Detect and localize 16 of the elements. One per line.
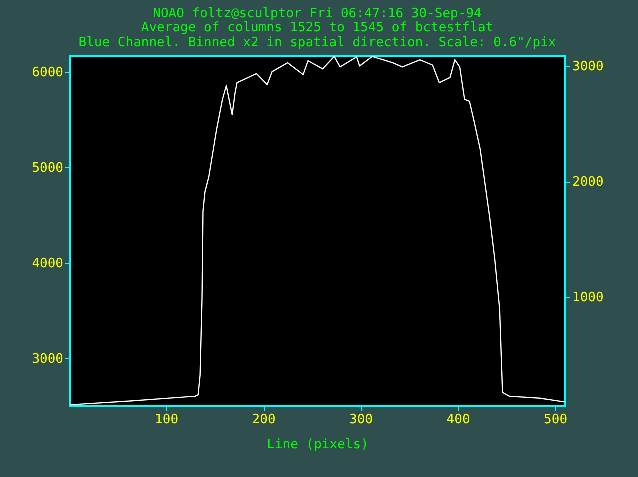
x-tick-label: 400 [446, 412, 470, 428]
y2-tick-label: 1000 [572, 290, 604, 306]
y-tick-label: 4000 [32, 256, 64, 272]
y-tick-label: 5000 [32, 160, 64, 176]
y2-tick-label: 3000 [572, 60, 604, 75]
chart-subtitle: Average of columns 1525 to 1545 of bctestflat [141, 20, 494, 36]
x-tick-label: 300 [350, 412, 374, 428]
x-tick-label: 100 [155, 412, 179, 428]
x-tick-label: 200 [252, 412, 276, 428]
y-tick-label: 3000 [32, 352, 64, 367]
chart-title: NOAO foltz@sculptor Fri 06:47:16 30-Sep-94 [153, 6, 482, 22]
y2-tick-label: 2000 [572, 175, 604, 190]
y-tick-label: 6000 [32, 65, 64, 80]
x-tick-label: 500 [544, 412, 568, 428]
x-axis-title: Line (pixels) [267, 438, 369, 452]
text: Blue Channel. Binned x2 in spatial direction. Scale: 0.6"/pix [78, 35, 556, 50]
